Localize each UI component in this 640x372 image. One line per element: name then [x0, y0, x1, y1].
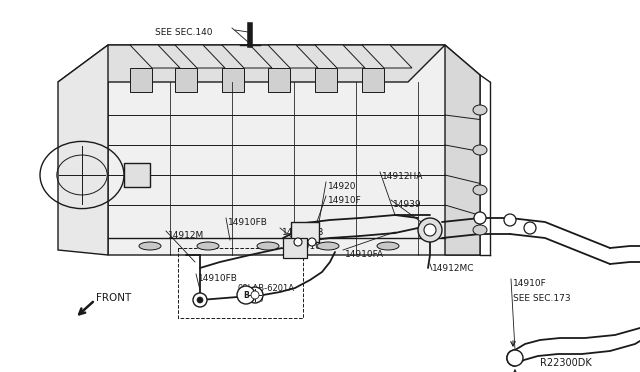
Text: B: B [243, 291, 249, 299]
Text: FRONT: FRONT [96, 293, 131, 303]
Bar [178, 248, 303, 318]
Text: 14912HA: 14912HA [382, 172, 424, 181]
Text: 14910FA: 14910FA [345, 250, 384, 259]
Ellipse shape [377, 242, 399, 250]
Ellipse shape [473, 105, 487, 115]
Text: R22300DK: R22300DK [540, 358, 592, 368]
Circle shape [193, 293, 207, 307]
Polygon shape [130, 45, 180, 68]
Circle shape [197, 297, 203, 303]
Circle shape [308, 238, 316, 246]
Text: 14912MC: 14912MC [432, 264, 474, 273]
Ellipse shape [473, 225, 487, 235]
Text: 14939: 14939 [393, 200, 422, 209]
Text: L4910FA: L4910FA [293, 242, 332, 251]
Polygon shape [58, 45, 108, 255]
Polygon shape [268, 68, 290, 92]
Ellipse shape [317, 242, 339, 250]
Polygon shape [362, 45, 412, 68]
Ellipse shape [139, 242, 161, 250]
Polygon shape [315, 68, 337, 92]
Circle shape [294, 238, 302, 246]
Polygon shape [315, 45, 365, 68]
Ellipse shape [473, 185, 487, 195]
Circle shape [507, 350, 523, 366]
Circle shape [418, 218, 442, 242]
Text: 14912MB: 14912MB [282, 228, 324, 237]
Circle shape [474, 212, 486, 224]
Bar [124, 163, 150, 187]
Ellipse shape [197, 242, 219, 250]
Polygon shape [175, 45, 225, 68]
Ellipse shape [257, 242, 279, 250]
Polygon shape [445, 45, 480, 255]
Circle shape [524, 222, 536, 234]
Text: SEE SEC.140: SEE SEC.140 [155, 28, 212, 37]
Circle shape [424, 224, 436, 236]
Text: (1): (1) [252, 294, 264, 303]
Text: 14912M: 14912M [168, 231, 204, 240]
Text: 14910F: 14910F [513, 279, 547, 288]
Polygon shape [175, 68, 197, 92]
Text: 14920: 14920 [328, 182, 356, 191]
Text: 14910FB: 14910FB [198, 274, 238, 283]
Polygon shape [108, 45, 480, 255]
Bar [291, 222, 319, 242]
Circle shape [504, 214, 516, 226]
Bar [283, 238, 307, 258]
Circle shape [251, 291, 259, 299]
Polygon shape [130, 68, 152, 92]
Text: 08LAB-6201A: 08LAB-6201A [238, 284, 295, 293]
Text: 14910FB: 14910FB [228, 218, 268, 227]
Ellipse shape [473, 145, 487, 155]
Polygon shape [362, 68, 384, 92]
Polygon shape [58, 45, 445, 82]
Circle shape [237, 286, 255, 304]
Polygon shape [222, 45, 272, 68]
Circle shape [247, 287, 263, 303]
Polygon shape [268, 45, 318, 68]
Text: SEE SEC.173: SEE SEC.173 [513, 294, 571, 303]
Polygon shape [222, 68, 244, 92]
Text: 14910F: 14910F [328, 196, 362, 205]
